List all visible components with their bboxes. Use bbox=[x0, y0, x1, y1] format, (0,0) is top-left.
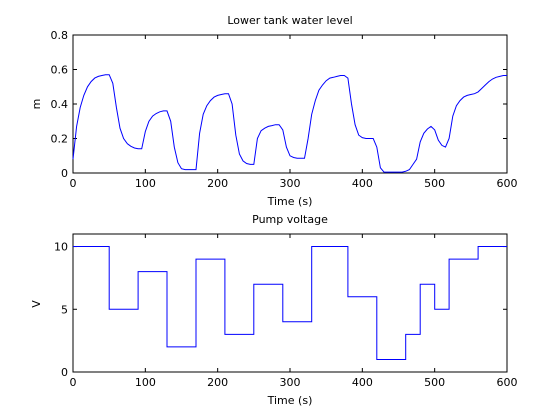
voltage-plot-x-tick-label: 600 bbox=[497, 376, 518, 389]
level-plot-x-tick-label: 0 bbox=[70, 177, 77, 190]
voltage-plot-y-tick-label: 0 bbox=[61, 366, 68, 379]
voltage-plot-y-tick-label: 10 bbox=[54, 241, 68, 254]
level-plot-y-tick-label: 0.4 bbox=[51, 98, 69, 111]
level-plot-y-tick-label: 0 bbox=[61, 167, 68, 180]
level-plot-x-tick-label: 200 bbox=[207, 177, 228, 190]
level-plot-ylabel: m bbox=[30, 99, 43, 110]
voltage-plot-x-tick-label: 400 bbox=[352, 376, 373, 389]
voltage-plot: Pump voltage Time (s) V 0 100 200 300 400 500… bbox=[30, 213, 518, 407]
voltage-plot-x-tick-label: 500 bbox=[424, 376, 445, 389]
voltage-plot-x-tick-label: 300 bbox=[280, 376, 301, 389]
level-plot-y-tick-label: 0.2 bbox=[51, 133, 69, 146]
voltage-plot-series-line bbox=[73, 246, 507, 360]
level-plot-y-tick-label: 0.6 bbox=[51, 64, 69, 77]
level-plot-y-tick-label: 0.8 bbox=[51, 29, 69, 42]
level-plot-x-tick-label: 600 bbox=[497, 177, 518, 190]
level-plot-series-line bbox=[72, 74, 507, 173]
level-plot-xlabel: Time (s) bbox=[267, 195, 313, 208]
voltage-plot-title: Pump voltage bbox=[252, 213, 328, 226]
voltage-plot-x-tick-label: 200 bbox=[207, 376, 228, 389]
level-plot-x-tick-label: 500 bbox=[424, 177, 445, 190]
voltage-plot-x-tick-label: 0 bbox=[70, 376, 77, 389]
level-plot-x-tick-label: 400 bbox=[352, 177, 373, 190]
level-plot-title: Lower tank water level bbox=[227, 14, 352, 27]
level-plot-x-tick-label: 300 bbox=[280, 177, 301, 190]
voltage-plot-xlabel: Time (s) bbox=[267, 394, 313, 407]
voltage-plot-x-tick-label: 100 bbox=[135, 376, 156, 389]
voltage-plot-ylabel: V bbox=[30, 300, 43, 308]
level-plot: Lower tank water level Time (s) m 0 100 20… bbox=[30, 14, 518, 208]
voltage-plot-y-tick-label: 5 bbox=[61, 303, 68, 316]
level-plot-axes-box bbox=[72, 34, 508, 174]
level-plot-x-tick-label: 100 bbox=[135, 177, 156, 190]
